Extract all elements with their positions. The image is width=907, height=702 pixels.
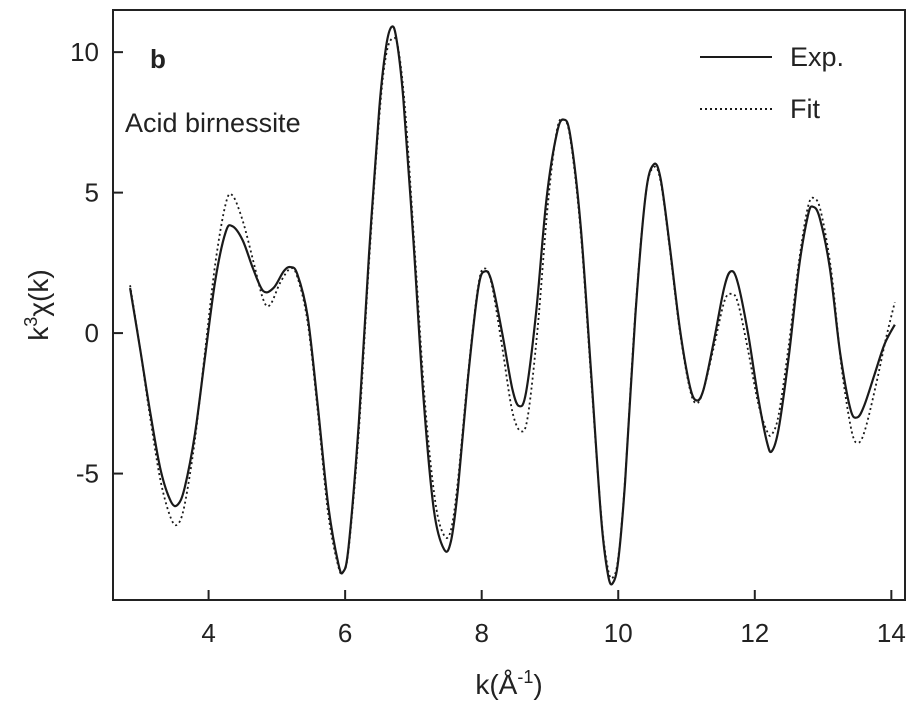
x-tick-label: 8	[474, 618, 488, 648]
x-axis-label: k(Å-1)	[475, 667, 542, 700]
x-tick-label: 6	[338, 618, 352, 648]
x-axis-label-main: k(Å	[475, 669, 517, 700]
y-tick-label: 0	[85, 318, 99, 348]
y-axis-label-main: k	[23, 326, 54, 341]
legend-label-fit: Fit	[790, 94, 820, 124]
x-tick-label: 4	[201, 618, 215, 648]
legend: Exp. Fit	[700, 42, 844, 124]
x-tick-label: 12	[740, 618, 769, 648]
y-tick-label: -5	[76, 459, 99, 489]
sample-annotation: Acid birnessite	[125, 108, 301, 138]
series-exp-line	[129, 25, 896, 586]
x-tick-label: 14	[877, 618, 906, 648]
series-layer	[129, 25, 896, 586]
y-axis-label-sup: 3	[21, 317, 41, 327]
x-axis-label-end: )	[533, 669, 542, 700]
axis-tick-labels: 4 6 8 10 12 14 -5 0 5 10	[70, 37, 906, 648]
axis-ticks	[113, 51, 893, 600]
x-axis-label-sup: -1	[517, 667, 533, 687]
y-axis-label-end: χ(k)	[23, 269, 54, 316]
series-fit-line	[129, 36, 896, 580]
legend-label-exp: Exp.	[790, 42, 844, 72]
x-tick-label: 10	[604, 618, 633, 648]
panel-label: b	[150, 44, 166, 74]
plot-frame	[112, 9, 906, 601]
y-tick-label: 10	[70, 37, 99, 67]
y-axis-label: k3χ(k)	[21, 269, 54, 340]
y-tick-label: 5	[85, 178, 99, 208]
